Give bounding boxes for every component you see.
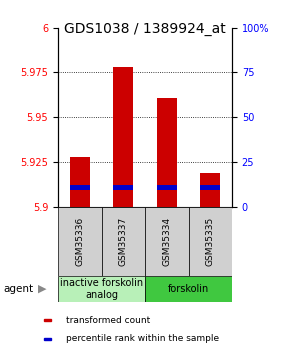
Bar bbox=[44, 319, 51, 321]
Bar bbox=[157, 185, 177, 189]
Text: GSM35335: GSM35335 bbox=[206, 217, 215, 266]
Text: GDS1038 / 1389924_at: GDS1038 / 1389924_at bbox=[64, 22, 226, 37]
Bar bbox=[44, 338, 51, 339]
Text: inactive forskolin
analog: inactive forskolin analog bbox=[60, 278, 143, 300]
Bar bbox=[58, 276, 145, 302]
Bar bbox=[188, 207, 232, 276]
Bar bbox=[70, 185, 90, 189]
Text: ▶: ▶ bbox=[38, 284, 46, 294]
Bar bbox=[58, 207, 102, 276]
Text: forskolin: forskolin bbox=[168, 284, 209, 294]
Text: agent: agent bbox=[3, 284, 33, 294]
Text: percentile rank within the sample: percentile rank within the sample bbox=[66, 334, 219, 343]
Bar bbox=[102, 207, 145, 276]
Bar bbox=[157, 98, 177, 207]
Bar bbox=[113, 185, 133, 189]
Text: transformed count: transformed count bbox=[66, 316, 150, 325]
Bar bbox=[145, 207, 188, 276]
Bar bbox=[70, 157, 90, 207]
Bar bbox=[113, 67, 133, 207]
Bar bbox=[145, 276, 232, 302]
Text: GSM35334: GSM35334 bbox=[162, 217, 171, 266]
Text: GSM35337: GSM35337 bbox=[119, 217, 128, 266]
Bar bbox=[200, 185, 220, 189]
Text: GSM35336: GSM35336 bbox=[75, 217, 84, 266]
Bar bbox=[200, 173, 220, 207]
